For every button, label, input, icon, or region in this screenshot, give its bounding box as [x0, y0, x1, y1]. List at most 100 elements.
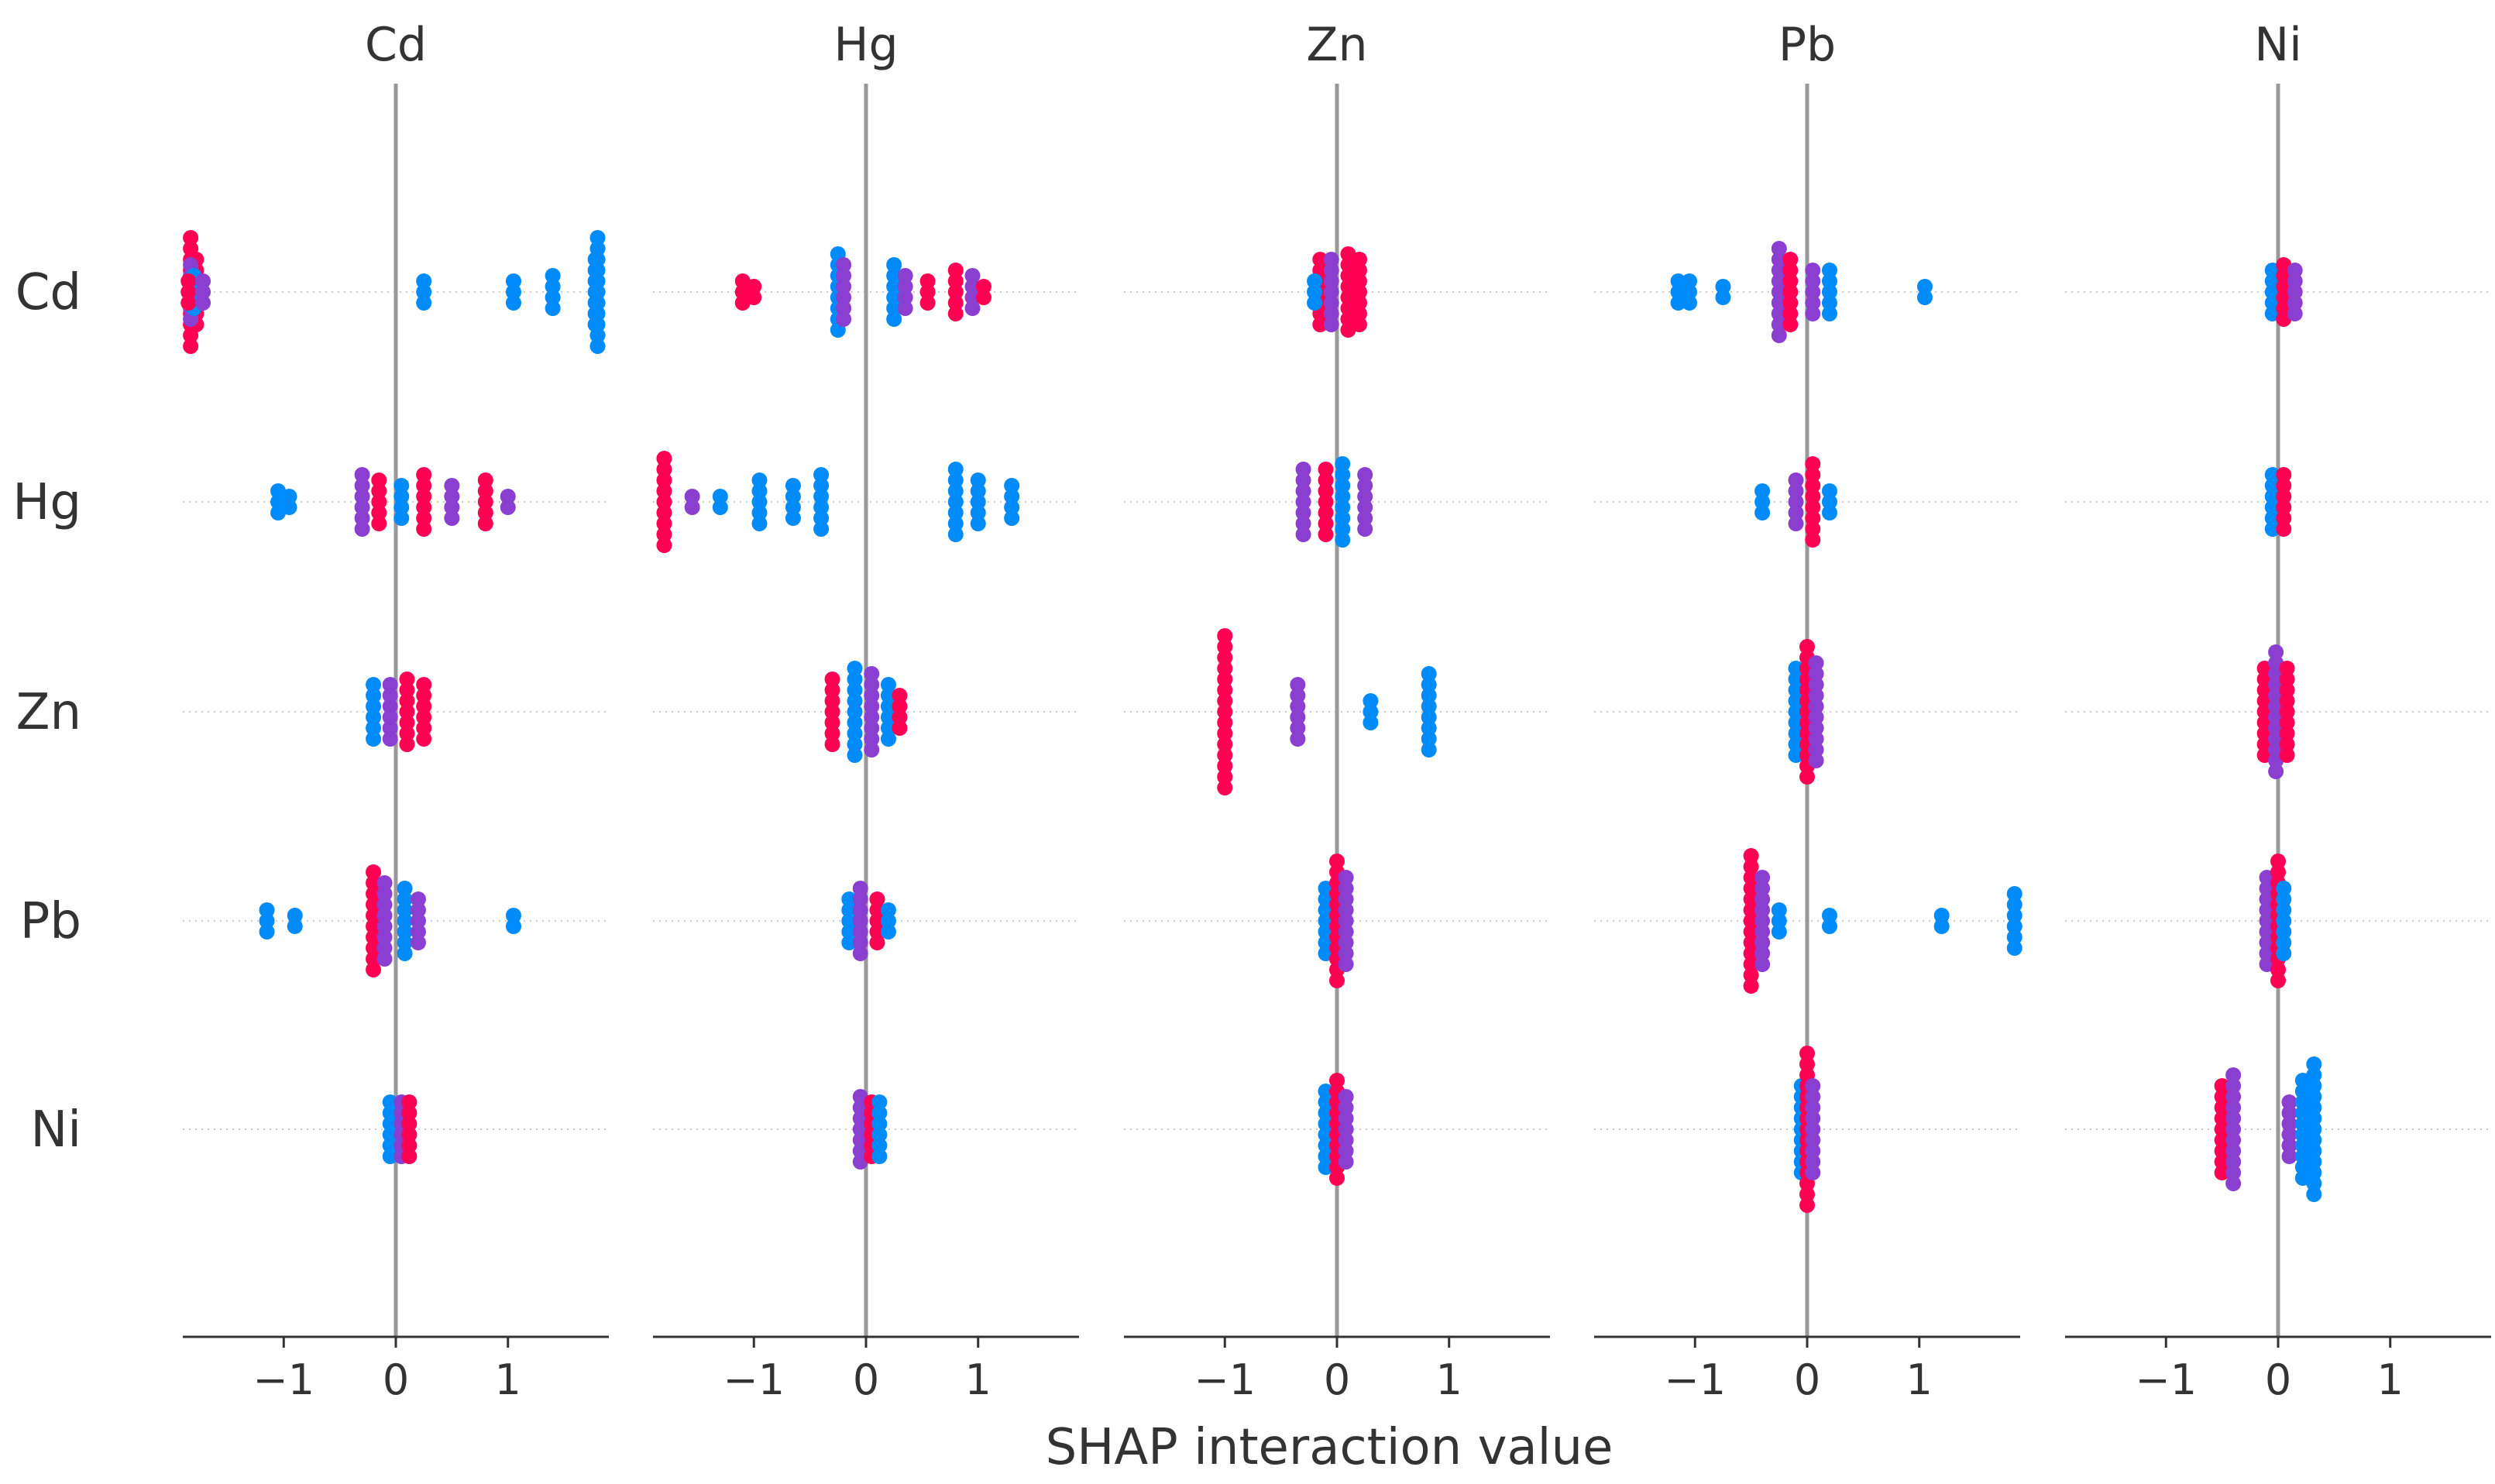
- shap-point: [886, 301, 902, 316]
- shap-point: [2264, 489, 2280, 504]
- shap-point: [1805, 1111, 1821, 1126]
- shap-point: [371, 472, 387, 488]
- shap-point: [589, 306, 606, 321]
- shap-point: [1788, 672, 1804, 687]
- x-tick-label: 0: [2265, 1355, 2291, 1404]
- shap-point: [1916, 290, 1933, 305]
- shap-point: [1821, 295, 1837, 311]
- shap-point: [416, 478, 432, 493]
- shap-point: [1351, 263, 1367, 278]
- shap-point: [1916, 279, 1933, 294]
- shap-point: [1338, 1122, 1354, 1137]
- shap-point: [871, 1094, 888, 1110]
- shap-point: [1318, 483, 1334, 499]
- shap-point: [847, 726, 863, 741]
- shap-point: [410, 924, 426, 940]
- shap-point: [847, 704, 863, 720]
- shap-point: [1323, 295, 1339, 311]
- shap-point: [1808, 753, 1824, 768]
- shap-point: [919, 273, 936, 289]
- shap-point: [401, 1138, 418, 1153]
- shap-point: [366, 731, 382, 747]
- shap-point: [1805, 532, 1821, 548]
- shap-point: [1335, 500, 1351, 515]
- shap-point: [1805, 489, 1821, 504]
- shap-point: [1323, 252, 1339, 267]
- shap-point: [871, 1116, 888, 1132]
- shap-point: [410, 935, 426, 950]
- shap-point: [1217, 780, 1233, 795]
- shap-point: [2264, 521, 2280, 537]
- shap-point: [2270, 864, 2286, 880]
- shap-point: [2287, 273, 2303, 289]
- shap-point: [886, 290, 902, 305]
- shap-point: [751, 494, 768, 510]
- shap-point: [545, 301, 561, 316]
- shap-point: [824, 737, 840, 752]
- shap-point: [2006, 908, 2022, 923]
- row-label-cd: Cd: [15, 264, 81, 321]
- shap-point: [964, 290, 981, 305]
- shap-point: [399, 737, 415, 752]
- shap-point: [1363, 693, 1379, 709]
- shap-point: [399, 704, 415, 720]
- x-tick-label: −1: [2135, 1355, 2197, 1404]
- shap-point: [589, 252, 606, 267]
- shap-point: [2276, 881, 2292, 896]
- shap-point: [1335, 478, 1351, 493]
- shap-point: [1782, 306, 1799, 321]
- shap-point: [1335, 456, 1351, 472]
- shap-point: [864, 720, 880, 736]
- shap-point: [970, 472, 986, 488]
- shap-point: [2006, 897, 2022, 912]
- shap-point: [852, 891, 868, 907]
- shap-point: [2287, 284, 2303, 300]
- shap-point: [366, 688, 382, 703]
- shap-point: [1318, 1116, 1334, 1132]
- shap-point: [376, 929, 393, 945]
- shap-point: [864, 688, 880, 703]
- shap-point: [1743, 902, 1759, 918]
- shap-point: [371, 494, 387, 510]
- shap-point: [1217, 682, 1233, 698]
- shap-point: [1421, 677, 1437, 692]
- shap-point: [354, 467, 370, 483]
- shap-point: [444, 500, 460, 515]
- shap-point: [1318, 472, 1334, 488]
- shap-point: [2279, 682, 2295, 698]
- shap-point: [589, 241, 606, 256]
- shap-point: [2276, 946, 2292, 961]
- shap-point: [1805, 306, 1821, 321]
- shap-point: [366, 709, 382, 725]
- shap-point: [2225, 1154, 2242, 1170]
- shap-point: [2276, 935, 2292, 950]
- shap-point: [2006, 886, 2022, 902]
- shap-point: [880, 731, 896, 747]
- shap-point: [1754, 902, 1771, 918]
- shap-point: [1351, 317, 1367, 332]
- shap-point: [2287, 295, 2303, 311]
- shap-point: [836, 301, 852, 316]
- shap-point: [1351, 306, 1367, 321]
- shap-point: [180, 284, 197, 300]
- shap-point: [1217, 661, 1233, 676]
- shap-point: [1743, 978, 1759, 994]
- shap-point: [2276, 891, 2292, 907]
- shap-point: [2225, 1176, 2242, 1191]
- shap-point: [1805, 456, 1821, 472]
- shap-point: [1808, 655, 1824, 671]
- shap-point: [1335, 489, 1351, 504]
- shap-point: [1682, 295, 1698, 311]
- shap-point: [880, 902, 896, 918]
- shap-point: [1821, 908, 1837, 923]
- shap-point: [1217, 726, 1233, 741]
- shap-point: [1307, 273, 1323, 289]
- shap-point: [2281, 1094, 2297, 1110]
- shap-point: [1771, 317, 1787, 332]
- shap-point: [947, 263, 964, 278]
- shap-point: [1295, 505, 1311, 520]
- shap-point: [399, 682, 415, 698]
- shap-point: [397, 924, 413, 940]
- shap-point: [382, 688, 398, 703]
- shap-point: [1754, 935, 1771, 950]
